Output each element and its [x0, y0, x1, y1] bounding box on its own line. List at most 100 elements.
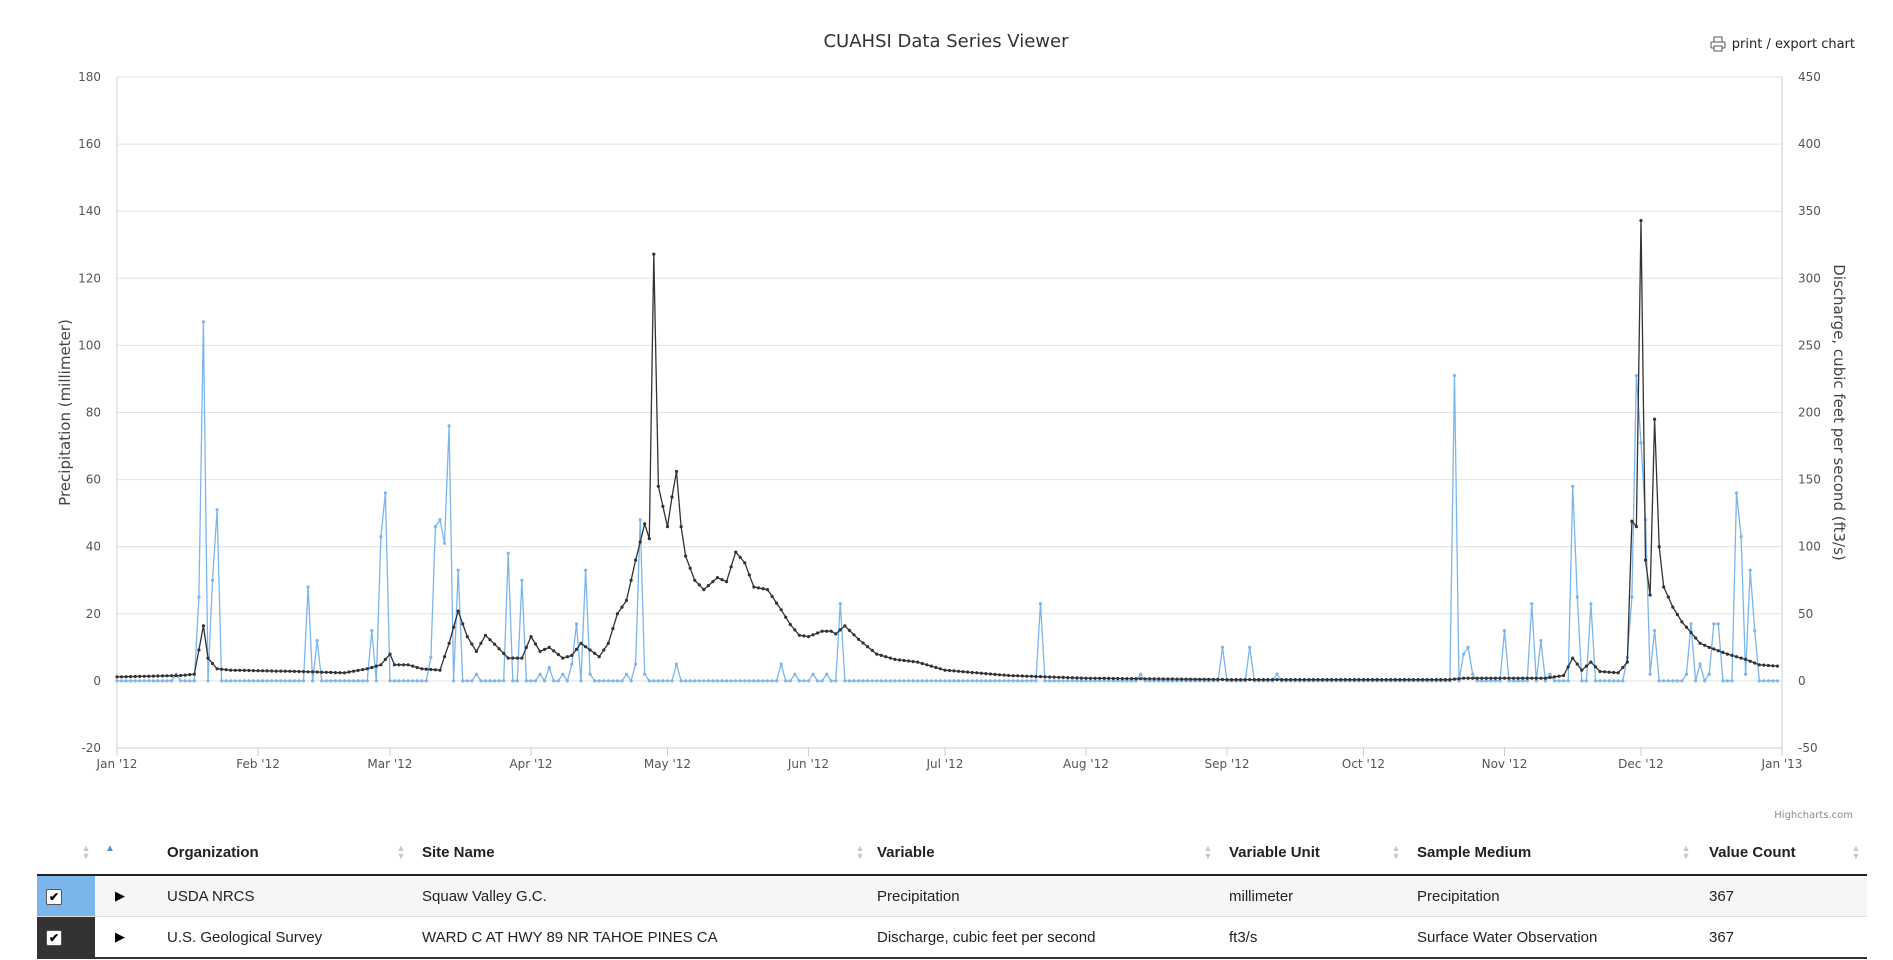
data-point: [811, 672, 815, 676]
data-point: [1293, 678, 1297, 682]
column-header-sample-medium[interactable]: Sample Medium ▲ ▼: [1407, 832, 1697, 876]
data-point: [1002, 673, 1006, 677]
x-tick-label: Feb '12: [236, 757, 280, 771]
data-point: [352, 669, 356, 673]
data-point: [1220, 677, 1225, 682]
data-point: [674, 662, 679, 666]
data-point: [370, 629, 374, 633]
column-header-variable-unit[interactable]: Variable Unit ▲ ▼: [1219, 832, 1407, 876]
data-point: [1484, 679, 1488, 683]
data-point: [556, 652, 560, 657]
data-point: [265, 679, 269, 683]
data-point: [743, 561, 747, 565]
sort-icon[interactable]: ▲ ▼: [396, 843, 406, 861]
column-header-value-count[interactable]: Value Count ▲ ▼: [1697, 832, 1867, 876]
data-point: [1252, 678, 1256, 682]
data-point: [679, 525, 683, 529]
data-point: [611, 627, 615, 631]
data-point: [1739, 535, 1743, 539]
data-point: [788, 679, 792, 683]
column-header-organization[interactable]: Organization ▲ ▼: [157, 832, 412, 876]
data-point: [643, 672, 647, 676]
data-point: [665, 679, 670, 683]
data-point: [506, 551, 510, 556]
data-point: [952, 679, 956, 683]
data-point: [215, 508, 219, 512]
data-point: [497, 679, 501, 683]
table-row[interactable]: ✔ ▶ U.S. Geological Survey WARD C AT HWY…: [37, 916, 1867, 959]
sort-icon[interactable]: ▲ ▼: [1851, 843, 1861, 861]
data-point: [1607, 670, 1611, 674]
x-tick-label: Apr '12: [509, 757, 552, 771]
column-header-expand[interactable]: ▲: [95, 832, 157, 876]
data-point: [251, 669, 256, 673]
data-point: [192, 672, 196, 676]
data-point: [156, 679, 160, 683]
data-point: [1557, 679, 1561, 683]
sort-icon[interactable]: ▲ ▼: [855, 843, 865, 861]
sort-icon[interactable]: ▲ ▼: [81, 843, 91, 861]
cell-site-name: Squaw Valley G.C.: [412, 875, 871, 917]
data-point: [793, 628, 797, 632]
sort-icon[interactable]: ▲ ▼: [1203, 843, 1213, 861]
data-point: [1098, 676, 1102, 680]
chart-container: CUAHSI Data Series Viewer 180 160 140 120 10…: [56, 31, 1855, 821]
data-point: [397, 663, 401, 667]
data-point: [765, 679, 770, 683]
sort-ascending-icon[interactable]: ▲: [105, 843, 115, 854]
column-header-color[interactable]: ▲ ▼: [37, 832, 95, 876]
data-point: [1175, 677, 1179, 681]
table-header-row: ▲ ▼ ▲ Organization ▲ ▼ Site Name ▲ ▼ Variab…: [37, 832, 1867, 876]
data-point: [1593, 679, 1598, 683]
data-point: [170, 679, 174, 683]
data-point: [952, 669, 956, 673]
data-point: [311, 670, 315, 674]
data-point: [811, 633, 815, 637]
expand-arrow-icon[interactable]: ▶: [115, 888, 125, 903]
data-point: [1120, 679, 1124, 683]
chart-credits[interactable]: Highcharts.com: [1774, 810, 1853, 821]
data-point: [879, 679, 883, 683]
data-point: [388, 652, 392, 656]
sort-icon[interactable]: ▲ ▼: [1681, 843, 1691, 861]
data-point: [738, 679, 742, 683]
data-point: [697, 679, 701, 683]
column-header-variable[interactable]: Variable ▲ ▼: [871, 832, 1219, 876]
data-point: [1011, 679, 1015, 683]
sort-icon[interactable]: ▲ ▼: [1391, 843, 1401, 861]
data-point: [1707, 672, 1711, 676]
series-line: [116, 220, 1778, 681]
column-header-site-name[interactable]: Site Name ▲ ▼: [412, 832, 871, 876]
expand-arrow-icon[interactable]: ▶: [115, 929, 125, 944]
data-point: [224, 668, 228, 672]
data-point: [238, 679, 242, 683]
y-right-tick-label: 350: [1798, 204, 1821, 218]
data-point: [1744, 657, 1748, 662]
cell-value-count: 367: [1697, 875, 1867, 917]
data-point: [1311, 678, 1315, 682]
data-point: [729, 565, 733, 569]
data-point: [579, 641, 583, 645]
y-right-tick-label: -50: [1798, 741, 1818, 755]
data-point: [320, 670, 324, 674]
data-point: [265, 669, 269, 673]
print-export-button[interactable]: print / export chart: [1710, 36, 1855, 52]
data-point: [256, 679, 260, 683]
y-right-tick-label: 300: [1798, 271, 1821, 285]
series-checkbox[interactable]: ✔: [46, 930, 62, 946]
data-point: [847, 679, 852, 683]
series-checkbox[interactable]: ✔: [46, 889, 62, 905]
data-point: [961, 670, 965, 674]
data-point: [1029, 679, 1033, 683]
data-point: [1011, 674, 1015, 678]
data-point: [802, 634, 806, 638]
data-point: [656, 484, 661, 488]
data-point: [115, 679, 119, 683]
data-point: [1521, 679, 1525, 683]
table-row[interactable]: ✔ ▶ USDA NRCS Squaw Valley G.C. Precipit…: [37, 875, 1867, 917]
data-point: [356, 679, 360, 683]
data-point: [119, 675, 124, 679]
data-point: [561, 656, 565, 660]
y-left-tick-label: 100: [78, 338, 101, 352]
data-point: [957, 679, 961, 683]
